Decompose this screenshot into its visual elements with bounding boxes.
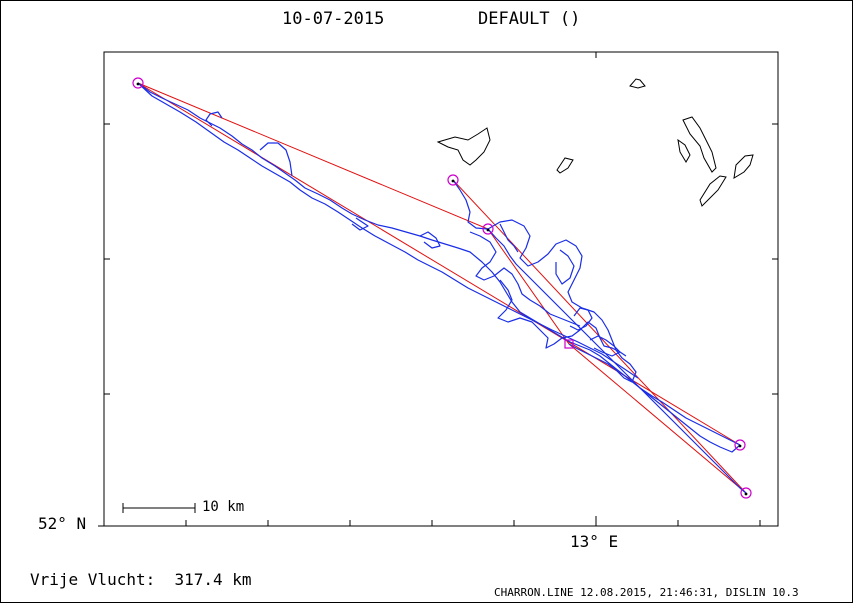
route-line [137,82,747,494]
pilot-name-title: DEFAULT () [478,9,581,29]
turnpoint-marker [132,77,144,89]
longitude-label: 13° E [570,532,619,551]
track-segment [419,231,441,249]
footer-info: CHARRON.LINE 12.08.2015, 21:46:31, DISLI… [494,586,799,599]
distance-label: Vrije Vlucht: [30,570,156,589]
track-segment [499,223,519,253]
lake-outline [733,154,754,179]
track-segment [487,219,637,383]
turnpoint-marker [447,174,459,186]
lake-outline [682,116,717,173]
turnpoint-marker [734,439,746,451]
lake-outline [629,78,646,89]
latitude-label: 52° N [38,514,87,533]
turnpoints [132,77,752,499]
map-border [103,51,779,527]
distance-value: 317.4 km [174,570,252,589]
track-segment [555,249,575,285]
track-segment [469,231,581,327]
track-segment [639,387,741,446]
route-line [137,82,741,446]
flight-date-title: 10-07-2015 [282,9,385,29]
track-segment [497,279,627,357]
track-segment [589,335,621,357]
turnpoint-dots [136,82,748,496]
track-segment [137,82,741,453]
scale-bar-label: 10 km [202,499,245,515]
track-segment [205,111,223,127]
lake-outline [556,157,574,174]
turnpoint-marker [482,223,494,235]
lake-outlines [436,78,754,207]
track-segment [351,217,369,231]
turnpoint-marker [740,487,752,499]
track-segment [569,307,593,331]
axis-ticks [98,52,778,527]
start-marker [564,339,574,349]
gps-track [137,82,747,494]
flight-distance: Vrije Vlucht: 317.4 km [30,570,252,589]
lake-outline [699,175,727,207]
lake-outline [677,138,691,163]
scale-bar [122,503,196,513]
track-segment [137,82,639,379]
track-segment [452,179,747,494]
lake-outline [436,127,491,166]
track-segment [259,142,293,177]
